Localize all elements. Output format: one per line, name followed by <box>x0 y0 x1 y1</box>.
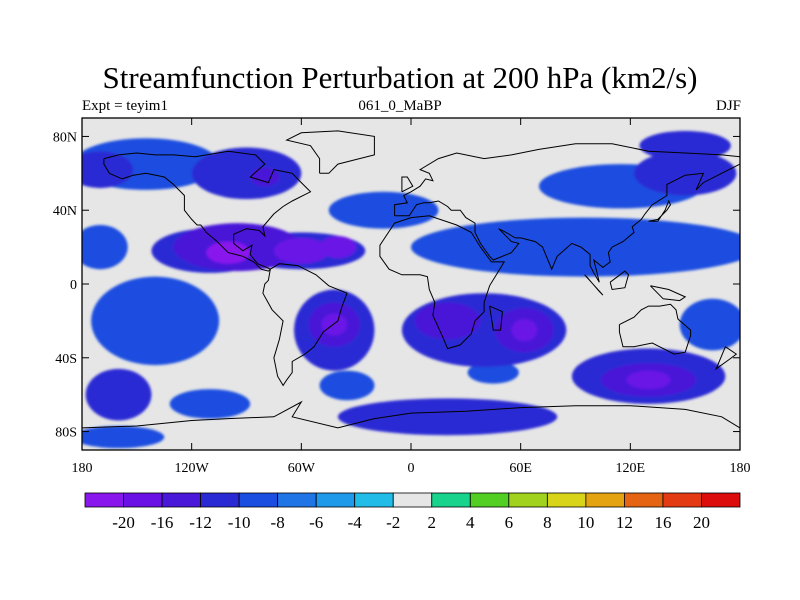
colorbar-label: -2 <box>386 513 400 532</box>
coastline <box>648 199 672 222</box>
contour-region <box>85 368 152 421</box>
y-axis: 80N 40N 0 40S 80S <box>53 130 740 441</box>
subtitle-center: 061_0_MaBP <box>358 98 442 114</box>
contour-region <box>626 370 671 390</box>
colorbar-swatch <box>585 492 625 508</box>
colorbar-label: -16 <box>151 513 174 532</box>
colorbar-swatch <box>701 492 741 508</box>
coastlines <box>82 130 740 429</box>
x-axis: 180 120W 60W 0 60E 120E 180 <box>72 118 751 476</box>
colorbar-swatch <box>392 492 433 508</box>
colorbar-swatch <box>354 492 394 508</box>
colorbar: -20 -16 -12 -10 -8 -6 -4 -2 2 4 6 8 10 12 16 20 <box>84 492 741 532</box>
colorbar-swatch <box>123 492 163 508</box>
contour-region <box>679 298 740 351</box>
x-tick-label: 120W <box>175 461 210 476</box>
subtitle-left: Expt = teyim1 <box>82 98 168 114</box>
coastline <box>394 143 740 283</box>
plot-title: Streamfunction Perturbation at 200 hPa (… <box>102 60 698 95</box>
contour-region <box>319 236 357 259</box>
colorbar-swatch <box>431 492 471 508</box>
coastline <box>82 400 740 429</box>
colorbar-swatch <box>662 492 702 508</box>
contour-region <box>328 191 439 229</box>
contour-region <box>273 237 329 264</box>
colorbar-label: 6 <box>505 513 514 532</box>
colorbar-label: -12 <box>189 513 212 532</box>
colorbar-label: -6 <box>309 513 323 532</box>
colorbar-label: -20 <box>112 513 135 532</box>
colorbar-label: 20 <box>693 513 710 532</box>
coastline <box>609 270 630 291</box>
y-tick-label: 40N <box>53 204 77 219</box>
colorbar-swatch <box>546 492 587 508</box>
contour-region <box>82 151 134 189</box>
y-tick-label: 40S <box>55 352 77 367</box>
colorbar-swatch <box>508 492 548 508</box>
x-tick-label: 180 <box>72 461 93 476</box>
colorbar-swatch <box>315 492 356 508</box>
coastline <box>262 263 348 387</box>
colorbar-swatch <box>277 492 317 508</box>
contour-region <box>82 426 165 449</box>
coastline <box>715 346 738 371</box>
x-tick-label: 60W <box>288 461 316 476</box>
x-tick-label: 120E <box>616 461 646 476</box>
coastline <box>618 303 692 355</box>
coastline <box>584 274 604 296</box>
subtitle-right: DJF <box>715 98 741 114</box>
colorbar-swatch <box>624 492 664 508</box>
coastline <box>650 285 687 302</box>
contour-region <box>91 276 220 366</box>
x-tick-label: 180 <box>730 461 751 476</box>
contour-region <box>639 130 731 161</box>
map-area <box>82 118 740 450</box>
contour-region <box>191 147 302 200</box>
contour-region <box>337 398 558 436</box>
colorbar-label: -4 <box>348 513 363 532</box>
coastline <box>285 130 375 174</box>
contour-region <box>411 217 740 277</box>
coastline <box>103 150 312 272</box>
colorbar-swatch <box>238 492 279 508</box>
contour-field <box>82 130 740 449</box>
colorbar-label: 16 <box>654 513 671 532</box>
coastline <box>489 305 503 331</box>
colorbar-label: 10 <box>577 513 594 532</box>
colorbar-swatch <box>84 492 124 508</box>
x-tick-label: 0 <box>408 461 415 476</box>
colorbar-label: 4 <box>466 513 475 532</box>
coastline <box>379 215 506 350</box>
y-tick-label: 0 <box>70 278 77 293</box>
contour-region <box>169 389 251 419</box>
contour-region <box>319 370 375 401</box>
y-tick-label: 80N <box>53 130 77 145</box>
colorbar-label: -10 <box>228 513 251 532</box>
colorbar-swatch <box>161 492 201 508</box>
colorbar-label: -8 <box>271 513 285 532</box>
contour-region <box>467 361 519 384</box>
colorbar-swatch <box>469 492 510 508</box>
contour-region <box>250 167 280 187</box>
contour-region <box>633 151 737 196</box>
x-tick-label: 60E <box>509 461 532 476</box>
coastline <box>401 176 414 193</box>
contour-region <box>82 224 128 270</box>
colorbar-swatch <box>200 492 240 508</box>
colorbar-label: 2 <box>428 513 437 532</box>
contour-region <box>414 302 481 340</box>
contour-region <box>321 313 348 336</box>
contour-region <box>511 319 538 342</box>
y-tick-label: 80S <box>55 426 77 441</box>
colorbar-label: 12 <box>616 513 633 532</box>
colorbar-label: 8 <box>543 513 552 532</box>
